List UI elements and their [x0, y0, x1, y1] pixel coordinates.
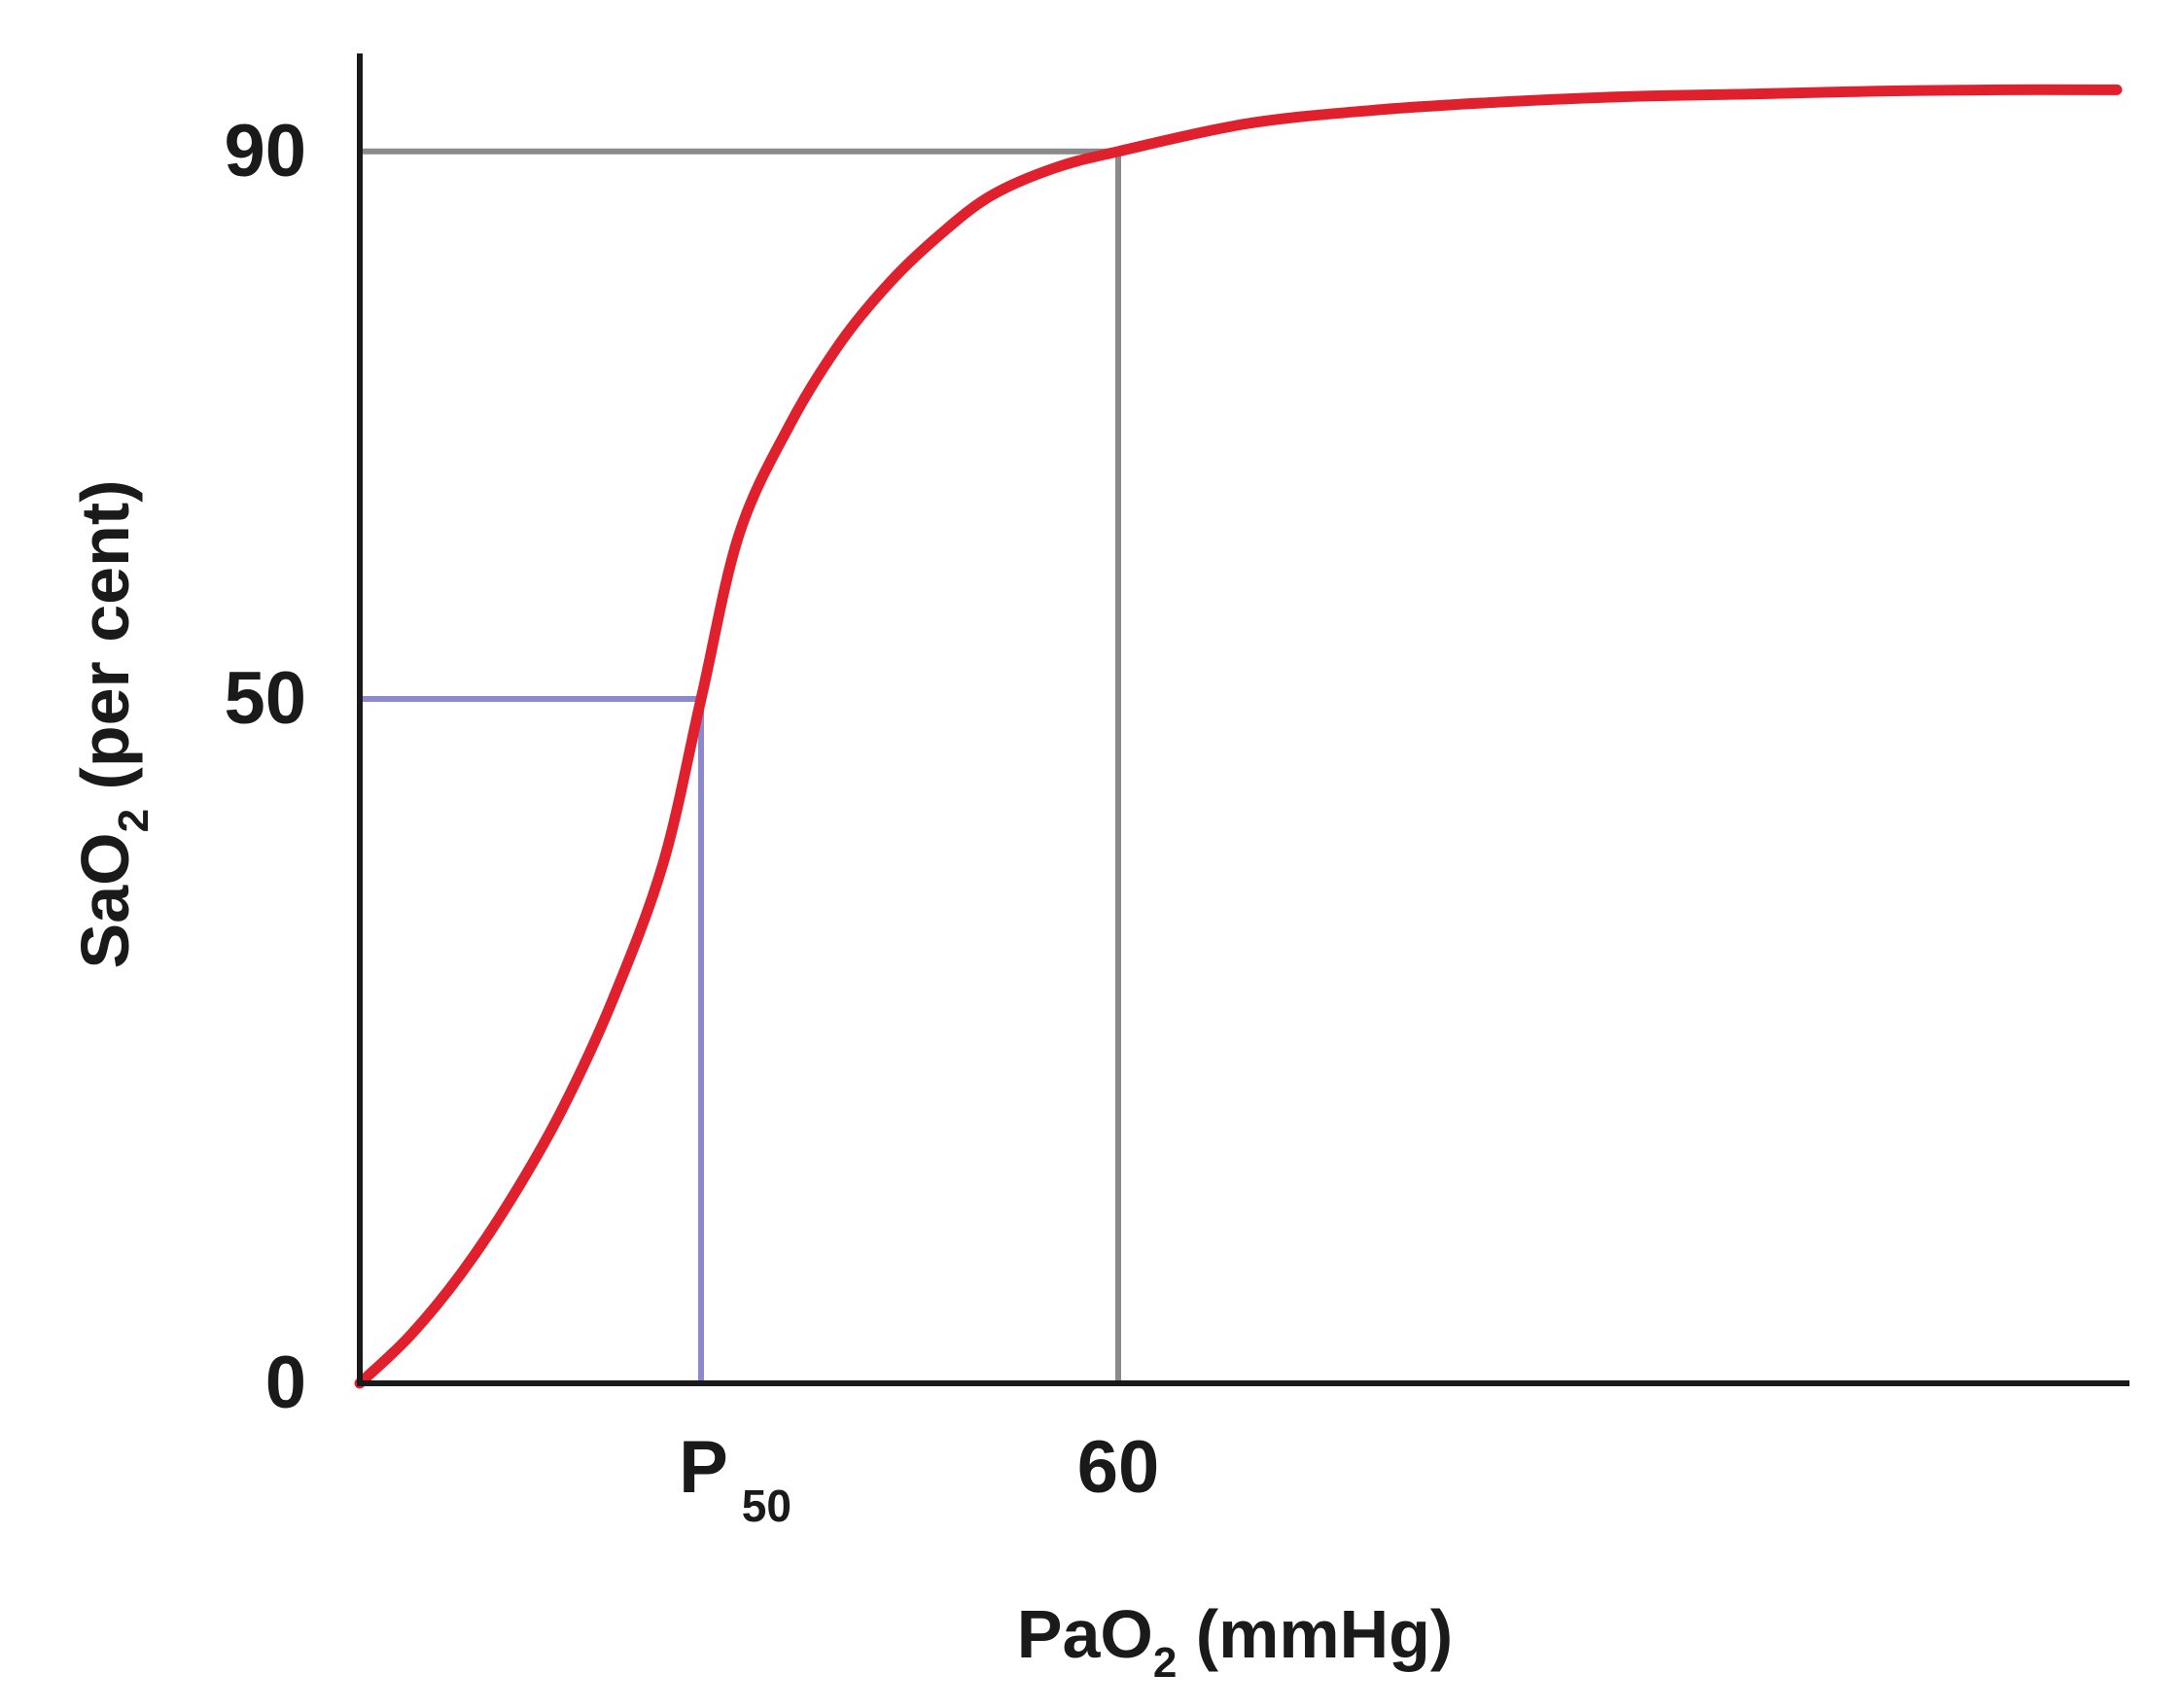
x-tick-labels: P 50 60 — [679, 1426, 1159, 1531]
x-tick-label-p50: P 50 — [679, 1426, 791, 1531]
reference-lines — [360, 148, 1121, 1383]
x-axis-label-subscript: 2 — [1153, 1639, 1177, 1687]
y-tick-label-50: 50 — [224, 657, 306, 740]
y-tick-labels: 0 50 90 — [224, 110, 306, 1424]
x-tick-label-main: P — [679, 1426, 728, 1509]
x-axis-label-main: PaO — [1017, 1596, 1153, 1672]
y-axis-label-subscript: 2 — [110, 809, 158, 832]
x-tick-label-60: 60 — [1077, 1426, 1160, 1509]
x-axis-label: PaO2 (mmHg) — [1017, 1596, 1453, 1687]
y-axis-label: SaO2 (per cent) — [67, 480, 158, 969]
x-axis-label-units: (mmHg) — [1177, 1596, 1453, 1672]
series-line-oxygen-saturation — [354, 84, 2123, 1389]
x-tick-label-main: 60 — [1077, 1426, 1160, 1509]
y-axis-label-units: (per cent) — [67, 480, 143, 809]
y-tick-label-0: 0 — [265, 1342, 306, 1424]
y-tick-label-90: 90 — [224, 110, 306, 192]
y-axis-label-main: SaO — [67, 832, 143, 968]
x-tick-label-subscript: 50 — [742, 1481, 791, 1531]
